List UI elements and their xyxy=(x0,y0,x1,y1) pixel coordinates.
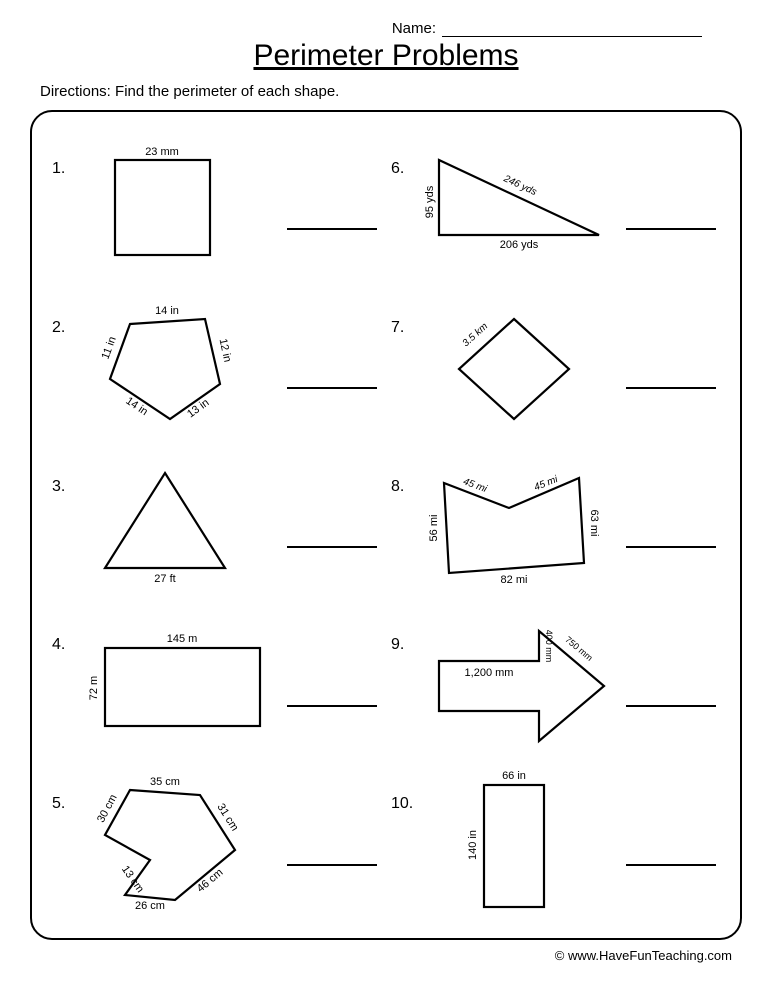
directions: Directions: Find the perimeter of each s… xyxy=(40,83,742,100)
problem-3: 3. 27 ft xyxy=(52,448,381,607)
answer-blank[interactable] xyxy=(287,705,377,707)
problem-1: 1. 23 mm xyxy=(52,130,381,289)
svg-text:140 in: 140 in xyxy=(467,830,479,860)
problem-10: 10. 66 in 140 in xyxy=(391,765,720,924)
footer-credit: © www.HaveFunTeaching.com xyxy=(30,948,732,963)
directions-prefix: Directions: xyxy=(40,83,111,100)
shape-concave-pentagon: 45 mi 45 mi 63 mi 82 mi 56 mi xyxy=(419,448,618,607)
svg-text:72 m: 72 m xyxy=(88,676,100,700)
svg-text:206 yds: 206 yds xyxy=(500,239,539,251)
svg-text:23 mm: 23 mm xyxy=(145,146,179,158)
problem-9: 9. 1,200 mm 400 mm 750 mm xyxy=(391,606,720,765)
problem-4: 4. 145 m 72 m xyxy=(52,606,381,765)
svg-text:11 in: 11 in xyxy=(100,335,119,361)
worksheet-title: Perimeter Problems xyxy=(30,39,742,73)
shape-triangle: 27 ft xyxy=(80,448,279,607)
svg-text:63 mi: 63 mi xyxy=(588,509,600,536)
svg-text:1,200 mm: 1,200 mm xyxy=(465,667,514,679)
svg-text:12 in: 12 in xyxy=(217,337,234,363)
shape-hexagon-concave: 35 cm 31 cm 46 cm 26 cm 13 cm 30 cm xyxy=(80,765,279,924)
worksheet-container: 1. 23 mm 6. 95 yds 246 yds 206 yds xyxy=(30,110,742,940)
svg-text:82 mi: 82 mi xyxy=(501,574,528,586)
svg-text:14 in: 14 in xyxy=(123,395,149,418)
svg-text:13 cm: 13 cm xyxy=(119,864,146,895)
problem-number: 9. xyxy=(391,606,419,654)
problem-number: 2. xyxy=(52,289,80,337)
answer-blank[interactable] xyxy=(626,228,716,230)
name-label: Name: xyxy=(392,20,436,37)
problem-number: 7. xyxy=(391,289,419,337)
problem-number: 1. xyxy=(52,130,80,178)
answer-blank[interactable] xyxy=(626,864,716,866)
answer-blank[interactable] xyxy=(626,387,716,389)
shape-arrow: 1,200 mm 400 mm 750 mm xyxy=(419,606,618,765)
problem-number: 10. xyxy=(391,765,419,813)
answer-blank[interactable] xyxy=(287,228,377,230)
svg-text:400 mm: 400 mm xyxy=(544,630,554,663)
svg-text:45 mi: 45 mi xyxy=(533,473,561,493)
svg-text:95 yds: 95 yds xyxy=(424,185,436,218)
problem-8: 8. 45 mi 45 mi 63 mi 82 mi 56 mi xyxy=(391,448,720,607)
shape-pentagon: 14 in 12 in 13 in 14 in 11 in xyxy=(80,289,279,448)
answer-blank[interactable] xyxy=(626,705,716,707)
svg-text:66 in: 66 in xyxy=(502,770,526,782)
shape-rectangle: 145 m 72 m xyxy=(80,606,279,765)
answer-blank[interactable] xyxy=(287,546,377,548)
problem-number: 8. xyxy=(391,448,419,496)
name-blank-line[interactable] xyxy=(442,36,702,37)
svg-text:750 mm: 750 mm xyxy=(563,635,594,664)
problem-number: 3. xyxy=(52,448,80,496)
problem-grid: 1. 23 mm 6. 95 yds 246 yds 206 yds xyxy=(52,130,720,924)
problem-2: 2. 14 in 12 in 13 in 14 in 11 in xyxy=(52,289,381,448)
name-field: Name: xyxy=(30,20,702,37)
shape-square: 23 mm xyxy=(80,130,279,289)
svg-text:31 cm: 31 cm xyxy=(215,802,241,834)
svg-text:30 cm: 30 cm xyxy=(95,793,120,825)
answer-blank[interactable] xyxy=(626,546,716,548)
directions-text: Find the perimeter of each shape. xyxy=(111,83,339,100)
svg-text:13 in: 13 in xyxy=(185,397,211,421)
answer-blank[interactable] xyxy=(287,864,377,866)
problem-number: 5. xyxy=(52,765,80,813)
problem-7: 7. 3.5 km xyxy=(391,289,720,448)
shape-tall-rectangle: 66 in 140 in xyxy=(419,765,618,924)
problem-6: 6. 95 yds 246 yds 206 yds xyxy=(391,130,720,289)
problem-number: 6. xyxy=(391,130,419,178)
svg-text:56 mi: 56 mi xyxy=(428,514,440,541)
answer-blank[interactable] xyxy=(287,387,377,389)
svg-text:26 cm: 26 cm xyxy=(135,900,165,912)
svg-text:145 m: 145 m xyxy=(167,633,198,645)
svg-text:246 yds: 246 yds xyxy=(501,173,538,198)
svg-text:35 cm: 35 cm xyxy=(150,776,180,788)
svg-text:14 in: 14 in xyxy=(155,305,179,317)
svg-text:27 ft: 27 ft xyxy=(154,573,175,585)
shape-right-triangle: 95 yds 246 yds 206 yds xyxy=(419,130,618,289)
problem-5: 5. 35 cm 31 cm 46 cm 26 cm 13 cm 30 cm xyxy=(52,765,381,924)
shape-diamond: 3.5 km xyxy=(419,289,618,448)
problem-number: 4. xyxy=(52,606,80,654)
